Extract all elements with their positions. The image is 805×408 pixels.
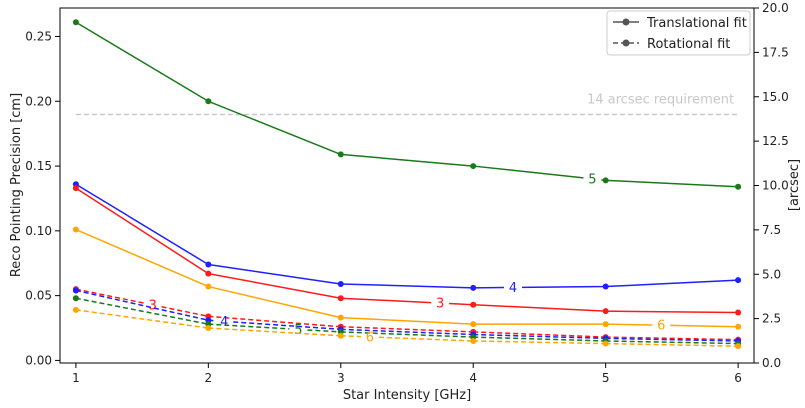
x-tick-label: 1	[72, 371, 80, 385]
series-inline-label: 5	[294, 323, 302, 338]
series-line	[75, 228, 739, 328]
legend-box	[606, 10, 751, 56]
data-point	[735, 309, 742, 316]
data-point	[735, 343, 742, 350]
y2-tick-label: 20.0	[762, 1, 789, 15]
y2-tick-label: 17.5	[762, 45, 789, 59]
legend-translational-label: Translational fit	[646, 16, 747, 31]
data-point	[602, 321, 609, 328]
data-point	[470, 284, 477, 291]
series-inline-label: 5	[588, 172, 596, 187]
y-tick-label: 0.05	[25, 289, 52, 303]
x-tick-label: 6	[734, 371, 742, 385]
series-line	[75, 183, 739, 289]
y2-tick-label: 12.5	[762, 134, 789, 148]
series-line	[75, 289, 739, 342]
data-point	[602, 177, 609, 184]
y-tick-label: 0.20	[25, 94, 52, 108]
series-line	[75, 309, 739, 347]
data-point	[470, 301, 477, 308]
series-translational-4: 4	[72, 181, 742, 296]
series-inline-label: 4	[509, 281, 517, 296]
data-point	[337, 332, 344, 339]
data-point	[72, 185, 79, 192]
y2-tick-label: 0.0	[762, 356, 781, 370]
data-point	[337, 314, 344, 321]
legend-solid-marker	[622, 18, 630, 26]
series-line	[75, 187, 739, 314]
data-point	[337, 295, 344, 302]
series-rotational-6: 6	[72, 306, 742, 350]
y-tick-label: 0.00	[25, 353, 52, 367]
data-point	[337, 151, 344, 158]
data-point	[470, 163, 477, 170]
y-tick-label: 0.15	[25, 159, 52, 173]
series-translational-5: 5	[72, 19, 742, 190]
data-point	[72, 287, 79, 294]
y2-tick-label: 5.0	[762, 267, 781, 281]
data-point	[205, 283, 212, 290]
x-tick-label: 4	[469, 371, 477, 385]
legend-rotational-label: Rotational fit	[647, 37, 730, 52]
series-translational-3: 3	[72, 185, 742, 316]
data-point	[602, 340, 609, 347]
x-tick-label: 5	[602, 371, 610, 385]
series-inline-label: 6	[366, 330, 374, 345]
data-point	[602, 308, 609, 315]
y2-tick-label: 10.0	[762, 179, 789, 193]
data-point	[735, 277, 742, 284]
data-point	[72, 226, 79, 233]
requirement-label: 14 arcsec requirement	[587, 93, 734, 108]
y2-tick-label: 2.5	[762, 312, 781, 326]
data-point	[735, 323, 742, 330]
series-inline-label: 3	[149, 298, 157, 313]
series-line	[75, 21, 739, 188]
x-tick-label: 2	[205, 371, 213, 385]
data-point	[735, 183, 742, 190]
data-point	[205, 261, 212, 268]
legend: Translational fit Rotational fit	[606, 10, 751, 56]
data-point	[205, 325, 212, 332]
data-point	[470, 337, 477, 344]
series-inline-label: 6	[657, 319, 665, 334]
data-point	[72, 19, 79, 26]
y-tick-label: 0.25	[25, 30, 52, 44]
legend-dashed-marker	[622, 39, 630, 47]
data-point	[470, 321, 477, 328]
x-tick-label: 3	[337, 371, 345, 385]
data-point	[205, 270, 212, 277]
y-axis-label: Reco Pointing Precision [cm]	[9, 93, 24, 277]
data-point	[72, 306, 79, 313]
data-point	[72, 295, 79, 302]
series-inline-label: 4	[220, 315, 228, 330]
series-inline-label: 3	[436, 297, 444, 312]
y2-tick-label: 15.0	[762, 90, 789, 104]
x-axis-label: Star Intensity [GHz]	[343, 388, 471, 403]
data-point	[602, 283, 609, 290]
series-line	[75, 288, 739, 341]
series-rotational-4: 4	[72, 287, 742, 344]
data-point	[205, 98, 212, 105]
series-translational-6: 6	[72, 226, 742, 334]
y2-axis-label: [arcsec]	[787, 159, 802, 211]
y-tick-label: 0.10	[25, 224, 52, 238]
series-line	[75, 297, 739, 345]
y2-tick-label: 7.5	[762, 223, 781, 237]
data-point	[337, 280, 344, 287]
